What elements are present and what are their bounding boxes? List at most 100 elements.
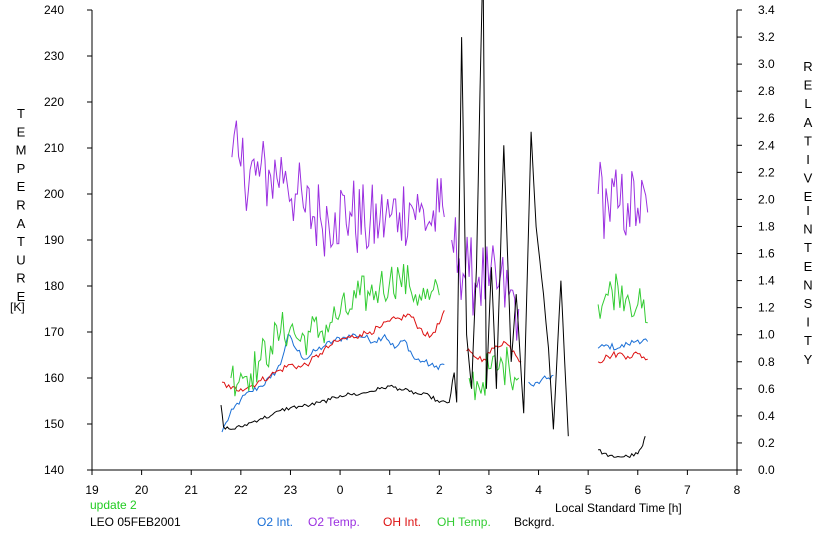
x-axis-tick-labels: 19 20 21 22 23 0 1 2 3 4 5 6 7 8 <box>85 483 740 497</box>
left-axis-label-letter: T <box>17 106 25 121</box>
series-line-oh-temp <box>468 346 520 401</box>
right-axis-label-letter: T <box>804 240 812 255</box>
right-tick-label: 0.0 <box>758 463 775 477</box>
right-tick-label: 0.4 <box>758 409 775 423</box>
left-tick-label: 180 <box>44 279 64 293</box>
right-tick-label: 2.2 <box>758 165 775 179</box>
right-tick-label: 1.8 <box>758 219 775 233</box>
right-tick-label: 0.6 <box>758 382 775 396</box>
left-tick-label: 200 <box>44 187 64 201</box>
right-axis-label-letter: I <box>806 315 810 330</box>
x-tick-label: 6 <box>634 483 641 497</box>
left-axis-label-letter: T <box>17 234 25 249</box>
legend-entry: Bckgrd. <box>514 515 555 529</box>
right-tick-label: 0.8 <box>758 355 775 369</box>
left-axis-tick-labels: 140 150 160 170 180 190 200 210 220 230 240 <box>44 3 64 477</box>
left-axis-label-letter: M <box>16 143 27 158</box>
right-tick-label: 1.2 <box>758 301 775 315</box>
axes-frame <box>87 9 742 475</box>
x-tick-label: 1 <box>386 483 393 497</box>
x-tick-label: 4 <box>535 483 542 497</box>
x-tick-label: 20 <box>135 483 149 497</box>
right-axis-label-letter: E <box>804 78 813 93</box>
right-axis-label-letter: T <box>804 333 812 348</box>
legend-entry: O2 Temp. <box>308 515 360 529</box>
right-axis-tick-labels: 0.0 0.2 0.4 0.6 0.8 1.0 1.2 1.4 1.6 1.8 2.0 2.2 2.4 2… <box>758 3 775 477</box>
left-tick-label: 170 <box>44 325 64 339</box>
data-series <box>220 0 649 459</box>
left-axis-label-letter: E <box>17 124 26 139</box>
right-tick-label: 1.4 <box>758 274 775 288</box>
right-tick-label: 3.4 <box>758 3 775 17</box>
right-tick-label: 2.8 <box>758 84 775 98</box>
x-tick-label: 5 <box>585 483 592 497</box>
series-line-oh-int <box>597 350 648 364</box>
left-tick-label: 190 <box>44 233 64 247</box>
series-line-oh-temp <box>230 263 440 397</box>
legend-entry: OH Int. <box>383 515 421 529</box>
legend: O2 Int. O2 Temp. OH Int. OH Temp. Bckgrd. <box>257 515 555 529</box>
right-axis-label-letter: V <box>804 171 813 186</box>
series-line-bckgrd <box>220 0 569 437</box>
right-axis-label-letter: I <box>806 203 810 218</box>
x-tick-label: 21 <box>185 483 199 497</box>
left-tick-label: 140 <box>44 463 64 477</box>
x-tick-label: 23 <box>284 483 298 497</box>
station-date-label: LEO 05FEB2001 <box>90 515 181 529</box>
right-tick-label: 3.0 <box>758 57 775 71</box>
right-tick-label: 2.0 <box>758 192 775 206</box>
x-axis-label: Local Standard Time [h] <box>555 501 682 515</box>
right-tick-label: 0.2 <box>758 436 775 450</box>
x-tick-label: 8 <box>734 483 741 497</box>
left-axis-label-letter: P <box>17 161 26 176</box>
series-line-bckgrd <box>598 436 646 459</box>
left-axis-label-letter: E <box>17 179 26 194</box>
x-tick-label: 0 <box>337 483 344 497</box>
right-tick-label: 3.2 <box>758 30 775 44</box>
series-line-o2-int <box>528 374 554 387</box>
left-tick-label: 160 <box>44 371 64 385</box>
left-axis-label-letter: R <box>16 198 25 213</box>
right-axis-label-letter: T <box>804 133 812 148</box>
right-axis-label-letter: Y <box>804 352 813 367</box>
left-axis-unit: [K] <box>10 300 25 314</box>
right-axis-label-letter: E <box>804 189 813 204</box>
left-tick-label: 230 <box>44 49 64 63</box>
legend-entry: O2 Int. <box>257 515 293 529</box>
update-note: update 2 <box>90 498 137 512</box>
x-tick-label: 7 <box>684 483 691 497</box>
right-axis-label-letter: E <box>804 259 813 274</box>
right-tick-label: 2.6 <box>758 111 775 125</box>
left-tick-label: 210 <box>44 141 64 155</box>
right-tick-label: 1.0 <box>758 328 775 342</box>
left-tick-label: 220 <box>44 95 64 109</box>
series-line-o2-int <box>597 338 649 351</box>
right-axis-label-letter: N <box>803 222 812 237</box>
left-axis-label-letter: A <box>17 216 26 231</box>
right-axis-label-letter: R <box>803 59 812 74</box>
legend-entry: OH Temp. <box>437 515 491 529</box>
x-tick-label: 3 <box>486 483 493 497</box>
series-line-oh-temp <box>597 273 648 324</box>
left-axis-label-letter: U <box>16 252 25 267</box>
right-tick-label: 2.4 <box>758 138 775 152</box>
series-line-o2-temp <box>597 161 649 239</box>
left-axis-label-letter: E <box>17 289 26 304</box>
left-tick-label: 240 <box>44 3 64 17</box>
series-line-o2-temp <box>451 217 520 341</box>
left-tick-label: 150 <box>44 417 64 431</box>
right-axis-label-letter: N <box>803 277 812 292</box>
left-axis-label-letter: R <box>16 271 25 286</box>
series-line-o2-temp <box>231 120 445 257</box>
right-axis-label-letter: A <box>804 115 813 130</box>
series-line-oh-int <box>221 310 445 392</box>
x-tick-label: 19 <box>85 483 99 497</box>
right-tick-label: 1.6 <box>758 247 775 261</box>
right-axis-label-letter: L <box>804 96 811 111</box>
x-tick-label: 2 <box>436 483 443 497</box>
series-line-o2-int <box>221 333 445 433</box>
right-axis-label-letter: I <box>806 152 810 167</box>
